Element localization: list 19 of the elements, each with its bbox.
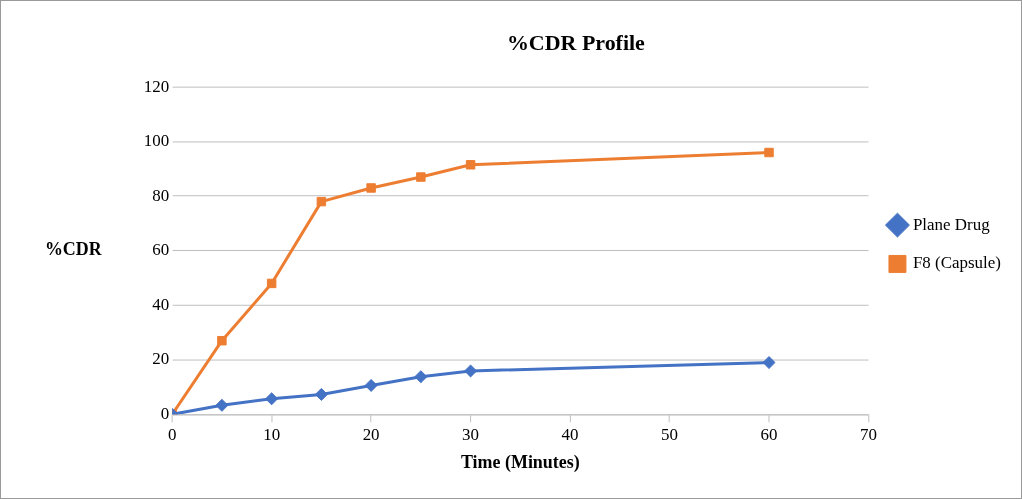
y-tick-label: 80 [152, 185, 170, 205]
x-tick-label: 50 [661, 424, 679, 444]
x-tick-label: 20 [362, 424, 380, 444]
x-axis-title: Time (Minutes) [460, 451, 580, 473]
y-axis-title: %CDR [44, 239, 103, 260]
y-tick-label: 20 [152, 349, 170, 369]
legend-label: Plane Drug [912, 214, 991, 234]
x-tick-label: 10 [263, 424, 281, 444]
chart-title: %CDR Profile [506, 29, 646, 55]
legend-label: F8 (Capsule) [912, 253, 1001, 273]
x-tick-label: 60 [760, 424, 778, 444]
y-tick-label: 120 [143, 76, 170, 96]
x-tick-label: 40 [561, 424, 579, 444]
x-tick-label: 30 [462, 424, 480, 444]
y-tick-label: 60 [152, 240, 170, 260]
y-tick-label: 40 [152, 294, 170, 314]
x-tick-label: 70 [860, 424, 877, 444]
y-tick-label: 100 [143, 131, 170, 151]
y-tick-label: 0 [160, 403, 170, 423]
